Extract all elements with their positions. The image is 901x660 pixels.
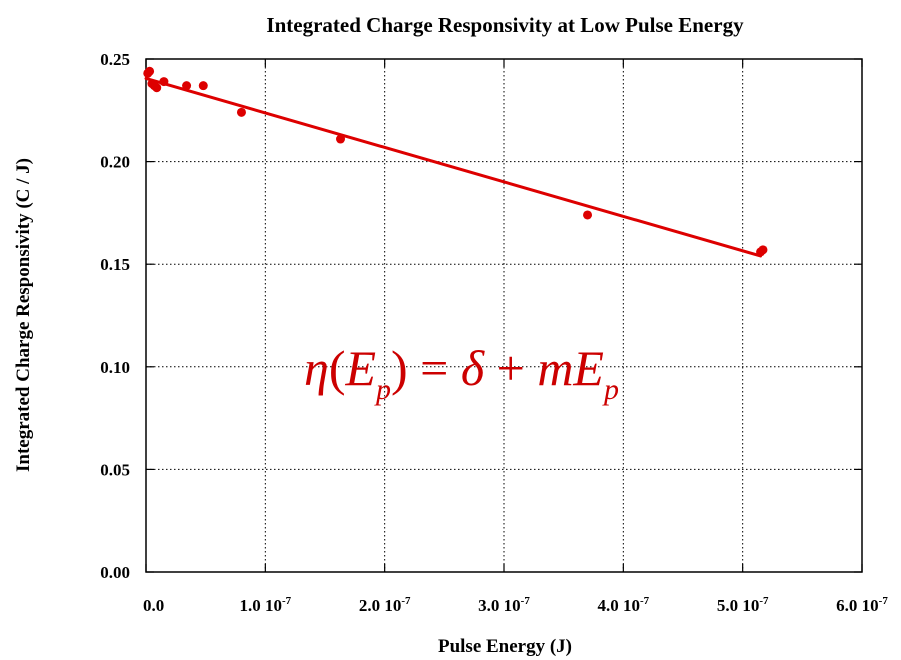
x-tick-exponent: -7 [640, 595, 650, 607]
y-tick-label: 0.05 [100, 460, 130, 479]
y-tick-label: 0.10 [100, 358, 130, 377]
x-tick-exponent: -7 [521, 595, 531, 607]
ticks [145, 58, 863, 573]
chart-title: Integrated Charge Responsivity at Low Pu… [266, 13, 744, 37]
data-point [182, 81, 192, 91]
x-tick-exponent: -7 [401, 595, 411, 607]
y-axis-label: Integrated Charge Responsivity (C / J) [13, 158, 34, 472]
x-tick-exponent: -7 [879, 595, 889, 607]
y-tick-label: 0.15 [100, 255, 130, 274]
equation-plus: + [484, 340, 537, 396]
x-tick-label: 6.0 10-7 [836, 595, 888, 615]
fit-line [144, 76, 763, 258]
x-tick-mantissa: 5.0 10 [717, 596, 760, 615]
equation-lparen: ( [329, 340, 346, 396]
x-tick-labels: 0.0 1.0 10-7 2.0 10-7 3.0 10-7 4.0 10-7 5.0 1… [143, 595, 888, 615]
equation-sub-p2: p [602, 373, 619, 406]
x-tick-mantissa: 1.0 10 [239, 596, 282, 615]
y-tick-label: 0.00 [100, 563, 130, 582]
x-tick-mantissa: 2.0 10 [359, 596, 402, 615]
x-tick-label: 5.0 10-7 [717, 595, 769, 615]
x-tick-mantissa: 6.0 10 [836, 596, 879, 615]
data-point [336, 134, 346, 144]
y-tick-labels: 0.00 0.05 0.10 0.15 0.20 0.25 [100, 50, 130, 582]
data-points [143, 66, 768, 257]
equation-rparen: ) [391, 340, 408, 396]
x-tick-label: 4.0 10-7 [597, 595, 649, 615]
data-point [236, 107, 246, 117]
x-tick-mantissa: 4.0 10 [597, 596, 640, 615]
data-point [152, 83, 162, 93]
x-tick-mantissa: 0.0 [143, 596, 164, 615]
x-tick-exponent: -7 [759, 595, 769, 607]
data-point [758, 245, 768, 255]
data-point [198, 81, 208, 91]
data-point [159, 77, 169, 87]
equation-sub-p: p [374, 373, 391, 406]
x-tick-label: 0.0 [143, 596, 164, 615]
data-point [583, 210, 593, 220]
x-tick-mantissa: 3.0 10 [478, 596, 521, 615]
x-axis-label: Pulse Energy (J) [438, 636, 572, 657]
equation-eta: η [304, 340, 329, 396]
equation-E: E [344, 340, 376, 396]
equation-equals: = [408, 340, 461, 396]
fit-equation: η(Ep) = δ + mEp [304, 340, 619, 406]
fit-line-path [144, 76, 763, 258]
y-tick-label: 0.25 [100, 50, 130, 69]
x-tick-label: 1.0 10-7 [239, 595, 291, 615]
data-point [145, 66, 155, 76]
equation-delta: δ [461, 340, 485, 396]
y-tick-label: 0.20 [100, 153, 130, 172]
equation-mE: mE [537, 340, 604, 396]
x-tick-label: 2.0 10-7 [359, 595, 411, 615]
x-tick-label: 3.0 10-7 [478, 595, 530, 615]
x-tick-exponent: -7 [282, 595, 292, 607]
grid [146, 59, 862, 572]
